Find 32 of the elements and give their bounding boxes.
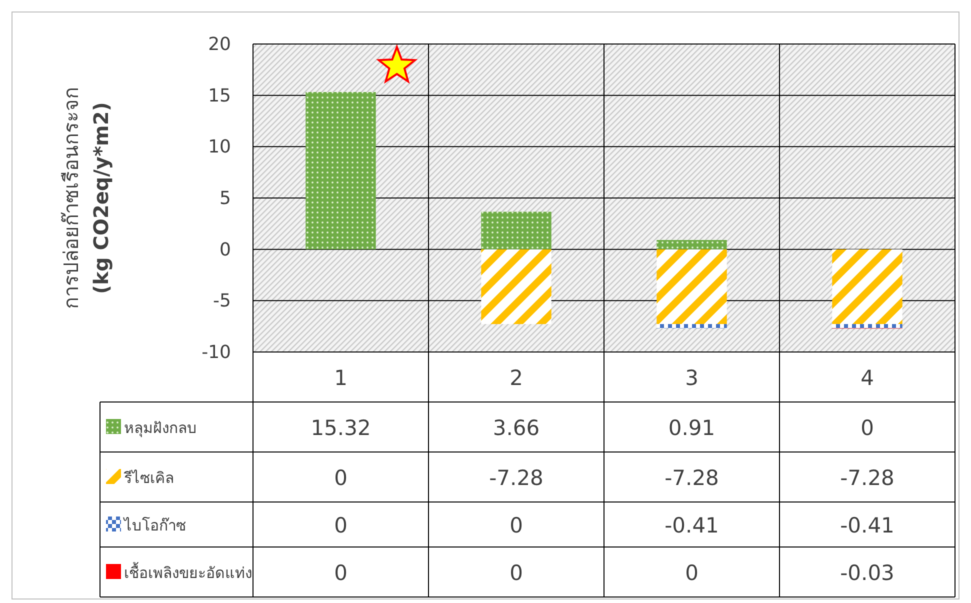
data-label: -0.41: [840, 514, 894, 538]
x-tick-label: 2: [510, 366, 523, 390]
data-label: -7.28: [664, 466, 719, 490]
y-axis-title: การปล่อยก๊าซเรือนกระจก (kg CO2eq/y*m2): [59, 87, 113, 309]
y-tick-label: -5: [213, 290, 231, 312]
data-label: 0: [860, 416, 874, 440]
x-tick-label: 1: [334, 366, 348, 390]
y-tick-label: -10: [202, 342, 231, 363]
data-label: -0.03: [840, 561, 894, 585]
legend-label: รีไซเคิล: [123, 469, 174, 487]
x-tick-label: 4: [860, 366, 874, 390]
y-tick-label: 15: [208, 85, 231, 106]
y-tick-label: 0: [220, 239, 231, 260]
data-label: 0: [510, 514, 523, 538]
data-label: 15.32: [310, 416, 371, 440]
data-label: -7.28: [489, 466, 544, 490]
y-tick-label: 20: [208, 34, 231, 55]
y-tick-label: 5: [220, 188, 231, 209]
data-label: 0: [510, 561, 523, 585]
data-label: 0: [334, 561, 348, 585]
data-label: -7.28: [840, 466, 894, 490]
legend-label: ไบโอก๊าซ: [123, 516, 186, 534]
x-tick-label: 3: [685, 366, 698, 390]
data-label: -0.41: [664, 514, 719, 538]
data-label: 0: [334, 466, 348, 490]
data-label: 3.66: [492, 416, 540, 440]
data-label: 0: [334, 514, 348, 538]
data-label: 0.91: [668, 416, 716, 440]
legend-label: หลุมฝังกลบ: [124, 419, 197, 438]
y-tick-label: 10: [208, 136, 231, 158]
data-label: 0: [685, 561, 698, 585]
legend-label: เชื้อเพลิงขยะอัดแท่ง: [124, 562, 252, 582]
